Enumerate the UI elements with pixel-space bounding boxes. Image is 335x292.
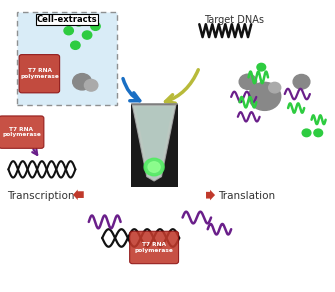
Text: Translation: Translation bbox=[218, 191, 275, 201]
Polygon shape bbox=[132, 105, 176, 181]
FancyBboxPatch shape bbox=[17, 12, 117, 105]
Circle shape bbox=[91, 22, 100, 30]
Circle shape bbox=[293, 74, 310, 89]
Circle shape bbox=[71, 41, 80, 49]
FancyBboxPatch shape bbox=[19, 55, 60, 93]
Text: T7 RNA
polymerase: T7 RNA polymerase bbox=[20, 68, 59, 79]
Circle shape bbox=[82, 31, 92, 39]
Text: Target DNAs: Target DNAs bbox=[204, 15, 265, 25]
Circle shape bbox=[64, 27, 73, 35]
Polygon shape bbox=[136, 107, 173, 180]
Polygon shape bbox=[73, 190, 84, 200]
Text: Transcription: Transcription bbox=[7, 191, 74, 201]
Circle shape bbox=[73, 74, 91, 90]
Circle shape bbox=[314, 129, 323, 137]
Circle shape bbox=[239, 74, 257, 89]
Polygon shape bbox=[131, 104, 178, 187]
Circle shape bbox=[269, 82, 281, 93]
Circle shape bbox=[74, 18, 83, 26]
Circle shape bbox=[257, 63, 266, 71]
Text: Cell-extracts: Cell-extracts bbox=[37, 15, 97, 24]
FancyBboxPatch shape bbox=[0, 116, 44, 148]
FancyBboxPatch shape bbox=[130, 231, 179, 264]
Circle shape bbox=[148, 162, 160, 172]
Circle shape bbox=[144, 158, 164, 176]
Circle shape bbox=[302, 129, 311, 137]
Text: T7 RNA
polymerase: T7 RNA polymerase bbox=[2, 127, 41, 137]
Circle shape bbox=[249, 82, 281, 110]
Polygon shape bbox=[206, 190, 215, 200]
Circle shape bbox=[84, 79, 98, 91]
Text: T7 RNA
polymerase: T7 RNA polymerase bbox=[135, 242, 174, 253]
